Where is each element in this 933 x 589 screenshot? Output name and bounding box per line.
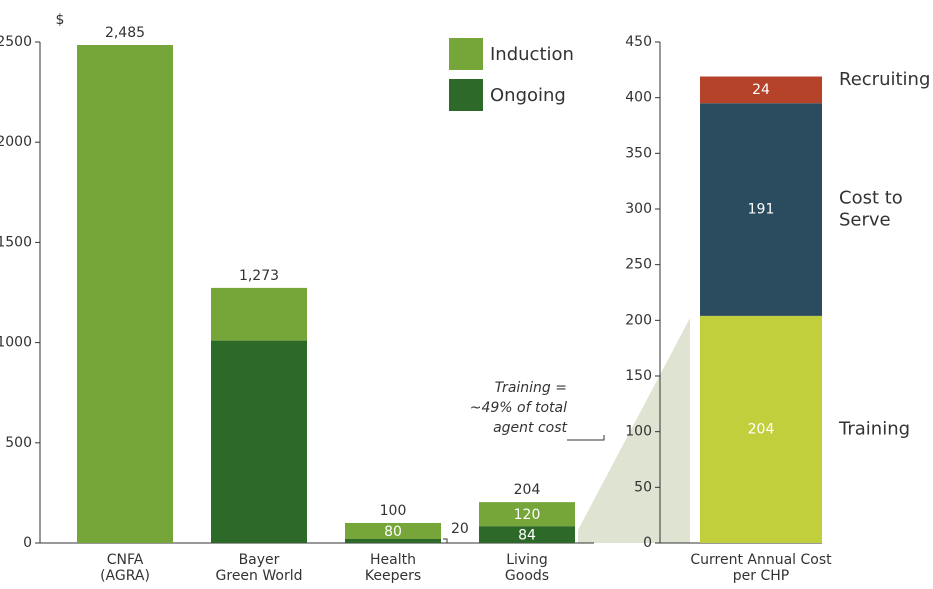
bar-segment xyxy=(479,502,575,527)
data-label: 20 xyxy=(451,521,469,537)
x-tick-label: Living Goods xyxy=(505,552,549,584)
y-tick-label: 350 xyxy=(625,145,652,161)
data-label: 24 xyxy=(752,82,770,98)
data-label: 80 xyxy=(384,524,402,540)
bar-segment xyxy=(700,76,822,104)
y-tick-label: 250 xyxy=(625,257,652,273)
y-tick-label: 2000 xyxy=(0,134,32,150)
zoom-shade xyxy=(578,318,690,543)
y-unit: $ xyxy=(56,12,65,28)
data-label: 191 xyxy=(748,202,775,218)
legend-label: Ongoing xyxy=(490,85,566,106)
series-label: Cost to Serve xyxy=(839,188,903,231)
y-tick-label: 400 xyxy=(625,90,652,106)
y-tick-label: 100 xyxy=(625,424,652,440)
legend-label: Induction xyxy=(490,44,574,65)
y-tick-label: 50 xyxy=(634,479,652,495)
total-label: 1,273 xyxy=(239,268,279,284)
y-tick-label: 200 xyxy=(625,312,652,328)
total-label: 204 xyxy=(514,482,541,498)
series-label: Training xyxy=(838,418,910,439)
bar-segment xyxy=(345,538,441,543)
y-tick-label: 0 xyxy=(23,535,32,551)
bar-segment xyxy=(77,45,173,543)
data-label: 204 xyxy=(748,421,775,437)
x-tick-label: CNFA (AGRA) xyxy=(100,552,150,584)
x-tick-label: Bayer Green World xyxy=(216,552,303,584)
y-tick-label: 150 xyxy=(625,368,652,384)
annotation-leader xyxy=(567,435,605,441)
bar-segment xyxy=(700,103,822,316)
y-tick-label: 300 xyxy=(625,201,652,217)
legend-swatch xyxy=(449,38,483,70)
y-tick-label: 1500 xyxy=(0,234,32,250)
total-label: 2,485 xyxy=(105,25,145,41)
x-tick-label: Current Annual Cost per CHP xyxy=(690,552,832,584)
y-tick-label: 500 xyxy=(5,435,32,451)
data-label: 84 xyxy=(518,528,536,544)
y-tick-label: 450 xyxy=(625,34,652,50)
total-label: 100 xyxy=(380,503,407,519)
annotation: Training = ~49% of total agent cost xyxy=(470,380,568,436)
y-tick-label: 2500 xyxy=(0,34,32,50)
data-label: 120 xyxy=(514,507,541,523)
bar-segment xyxy=(211,287,307,341)
bar-segment xyxy=(345,522,441,539)
y-tick-label: 1000 xyxy=(0,335,32,351)
legend-swatch xyxy=(449,79,483,111)
x-tick-label: Health Keepers xyxy=(365,552,421,584)
bracket xyxy=(443,538,448,544)
bar-segment xyxy=(211,340,307,543)
series-label: Recruiting xyxy=(839,69,930,90)
y-tick-label: 0 xyxy=(643,535,652,551)
bar-segment xyxy=(479,526,575,543)
bar-segment xyxy=(700,315,822,543)
